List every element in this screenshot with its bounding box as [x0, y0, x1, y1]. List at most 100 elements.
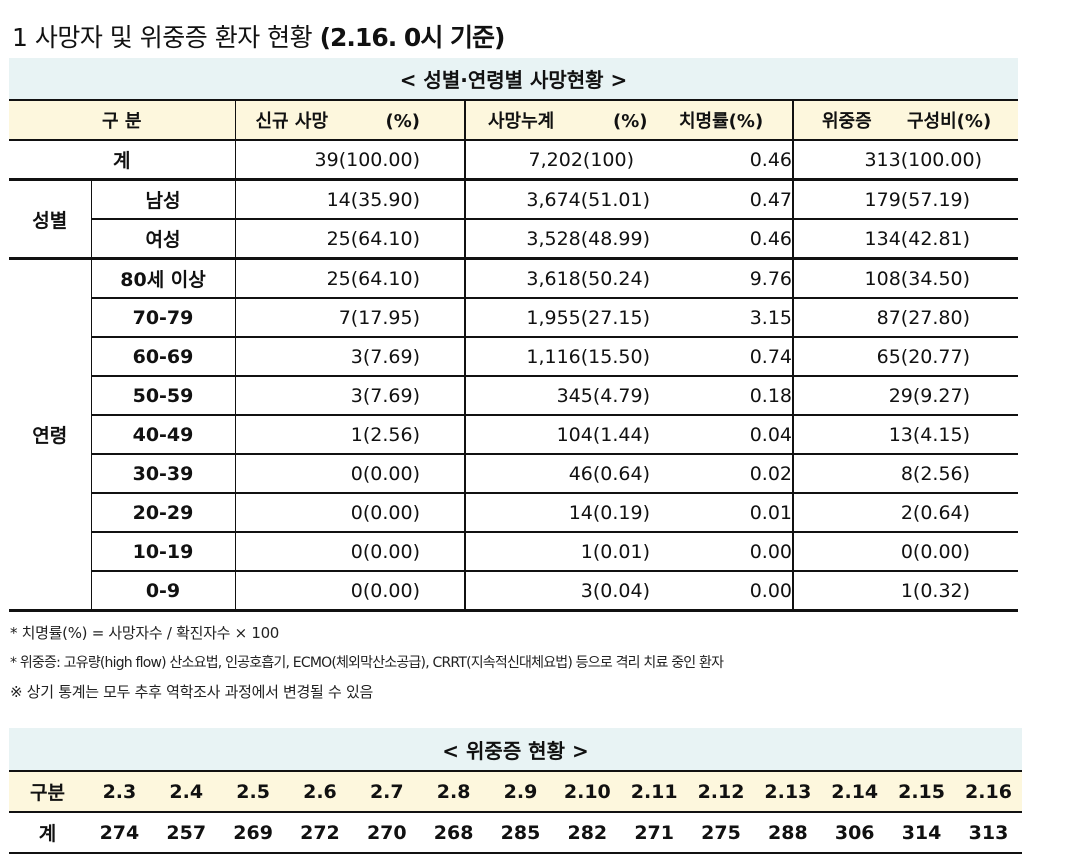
table-row: 70-79 7(17.95) 1,955(27.15) 3.15 87(27.80…	[9, 298, 1019, 338]
table-row: 여성 25(64.10) 3,528(48.99) 0.46 134(42.81)	[9, 219, 1019, 260]
table-row: 60-69 3(7.69) 1,116(15.50) 0.74 65(20.77)	[9, 337, 1019, 377]
row-label: 계	[9, 812, 86, 854]
header-new-deaths-pct: (%)	[385, 111, 421, 132]
table1-caption: < 성별·연령별 사망현황 >	[9, 58, 1019, 101]
cell-new: 14(35.90)	[234, 179, 465, 220]
cell-severe: 13(4.15)	[791, 415, 1019, 455]
cell-cfr: 9.76	[749, 267, 792, 290]
cell-cum: 104(1.44)	[556, 423, 650, 446]
table-row: 성별 남성 14(35.90) 3,674(51.01) 0.47 179(57.…	[9, 179, 1019, 260]
footnote-disclaimer: ※ 상기 통계는 모두 추후 역학조사 과정에서 변경될 수 있음	[10, 683, 373, 701]
cell-new: 39(100.00)	[234, 140, 465, 181]
date-cell: 2.4	[152, 771, 220, 813]
cell-cum-cfr: 3(0.04) 0.00	[464, 571, 793, 612]
cell-new: 25(64.10)	[234, 258, 465, 299]
cell-severe: 108(34.50)	[791, 258, 1019, 299]
value-cell: 272	[286, 812, 354, 854]
header-severe-label: 위중증	[822, 111, 872, 132]
cell-severe: 2(0.64)	[791, 493, 1019, 533]
header-new-deaths-label: 신규 사망	[255, 111, 329, 132]
date-cell: 2.3	[86, 771, 153, 813]
cell-new: 25(64.10)	[234, 219, 465, 260]
cell-new: 0(0.00)	[234, 571, 465, 612]
cell-cum-cfr: 1,116(15.50) 0.74	[464, 337, 793, 377]
cell-cum-cfr: 345(4.79) 0.18	[464, 376, 793, 416]
group-label-age: 연령	[9, 258, 91, 612]
date-cell: 2.16	[954, 771, 1022, 813]
cell-new: 1(2.56)	[234, 415, 465, 455]
cell-cum: 14(0.19)	[568, 501, 650, 524]
value-cell: 314	[888, 812, 955, 854]
date-cell: 2.10	[553, 771, 621, 813]
value-cell: 257	[152, 812, 220, 854]
cell-cum-cfr: 3,618(50.24) 9.76	[464, 258, 793, 299]
cell-cum-cfr: 104(1.44) 0.04	[464, 415, 793, 455]
page-title: 1 사망자 및 위중증 환자 현황 (2.16. 0시 기준)	[12, 18, 506, 54]
date-cell: 2.5	[219, 771, 287, 813]
cell-severe: 29(9.27)	[791, 376, 1019, 416]
cell-cfr: 0.18	[749, 384, 792, 407]
footnote-cfr: * 치명률(%) = 사망자수 / 확진자수 × 100	[10, 624, 280, 642]
header-category: 구분	[9, 771, 86, 813]
date-cell: 2.6	[286, 771, 354, 813]
cell-cum: 46(0.64)	[568, 462, 650, 485]
header-severe: 위중증 구성비(%)	[791, 100, 1019, 141]
title-text: 1 사망자 및 위중증 환자 현황	[12, 23, 313, 52]
cell-cfr: 0.74	[749, 345, 792, 368]
header-cumulative-pct: (%)	[613, 111, 648, 132]
row-label: 남성	[90, 179, 235, 220]
date-cell: 2.15	[888, 771, 955, 813]
table-row: 30-39 0(0.00) 46(0.64) 0.02 8(2.56)	[9, 454, 1019, 494]
value-cell: 275	[687, 812, 755, 854]
cell-new: 0(0.00)	[234, 532, 465, 572]
table-row: 20-29 0(0.00) 14(0.19) 0.01 2(0.64)	[9, 493, 1019, 533]
cell-cum: 1,955(27.15)	[526, 306, 650, 329]
row-label: 여성	[90, 219, 235, 260]
table-row: 50-59 3(7.69) 345(4.79) 0.18 29(9.27)	[9, 376, 1019, 416]
date-cell: 2.11	[620, 771, 688, 813]
value-cell: 268	[420, 812, 488, 854]
header-cfr: 치명률(%)	[679, 111, 764, 132]
cell-cum-cfr: 3,528(48.99) 0.46	[464, 219, 793, 260]
header-cumulative-label: 사망누계	[488, 111, 555, 132]
value-cell: 288	[754, 812, 822, 854]
footnote-severe: * 위중증: 고유량(high flow) 산소요법, 인공호흡기, ECMO(…	[10, 655, 724, 671]
cell-cfr: 0.01	[749, 501, 792, 524]
table2-value-row: 계 274 257 269 272 270 268 285 282 271 27…	[9, 812, 1022, 854]
header-severe-ratio: 구성비(%)	[907, 111, 992, 132]
row-label: 70-79	[90, 298, 235, 338]
cell-cum-cfr: 46(0.64) 0.02	[464, 454, 793, 494]
cell-cfr: 3.15	[749, 306, 792, 329]
cell-severe: 1(0.32)	[791, 571, 1019, 612]
value-cell: 274	[86, 812, 153, 854]
header-new-deaths: 신규 사망 (%)	[234, 100, 465, 141]
row-label: 0-9	[90, 571, 235, 612]
cell-severe: 313(100.00)	[791, 140, 1019, 181]
date-cell: 2.12	[687, 771, 755, 813]
title-date: (2.16. 0시 기준)	[319, 23, 506, 52]
date-cell: 2.14	[821, 771, 889, 813]
cell-new: 3(7.69)	[234, 337, 465, 377]
date-cell: 2.9	[487, 771, 554, 813]
cell-cum: 3,618(50.24)	[526, 267, 650, 290]
cell-cum-cfr: 1,955(27.15) 3.15	[464, 298, 793, 338]
cell-cum: 7,202(100)	[528, 148, 634, 171]
cell-cum: 345(4.79)	[556, 384, 650, 407]
cell-cum-cfr: 14(0.19) 0.01	[464, 493, 793, 533]
cell-cum-cfr: 1(0.01) 0.00	[464, 532, 793, 572]
table-row: 40-49 1(2.56) 104(1.44) 0.04 13(4.15)	[9, 415, 1019, 455]
cell-severe: 134(42.81)	[791, 219, 1019, 260]
cell-cum: 1,116(15.50)	[526, 345, 650, 368]
cell-severe: 8(2.56)	[791, 454, 1019, 494]
death-status-table: < 성별·연령별 사망현황 > 구 분 신규 사망 (%) 사망누계 (%) 치명률(…	[9, 58, 1019, 612]
row-label: 40-49	[90, 415, 235, 455]
cell-new: 0(0.00)	[234, 454, 465, 494]
cell-cfr: 0.46	[749, 227, 792, 250]
row-label: 50-59	[90, 376, 235, 416]
cell-new: 7(17.95)	[234, 298, 465, 338]
cell-cfr: 0.02	[749, 462, 792, 485]
cell-cum: 3(0.04)	[580, 579, 650, 602]
cell-severe: 0(0.00)	[791, 532, 1019, 572]
cell-severe: 179(57.19)	[791, 179, 1019, 220]
cell-cfr: 0.46	[749, 148, 792, 171]
